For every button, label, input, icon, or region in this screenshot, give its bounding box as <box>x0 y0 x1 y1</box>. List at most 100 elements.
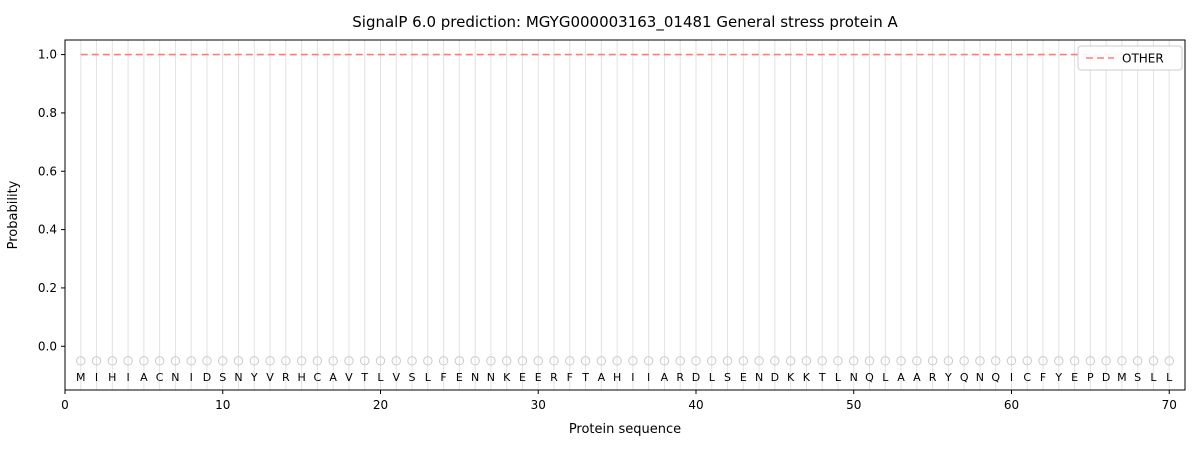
residue-letter: L <box>882 371 889 384</box>
residue-letter: I <box>631 371 634 384</box>
residue-letter: L <box>709 371 716 384</box>
x-tick-label: 0 <box>61 398 69 412</box>
x-tick-label: 20 <box>373 398 388 412</box>
residue-letter: R <box>282 371 290 384</box>
residue-marker <box>296 356 307 366</box>
y-axis-label: Probability <box>6 180 21 249</box>
residue-letter: A <box>329 371 337 384</box>
residue-marker <box>375 356 386 366</box>
residue-marker <box>454 356 465 366</box>
residue-letter: D <box>1102 371 1110 384</box>
residue-marker <box>233 356 244 366</box>
residue-letter: I <box>1010 371 1013 384</box>
chart-title: SignalP 6.0 prediction: MGYG000003163_01… <box>352 13 898 32</box>
residue-marker <box>501 356 512 366</box>
legend-label: OTHER <box>1122 52 1164 66</box>
residue-letter: S <box>1134 371 1141 384</box>
x-tick-label: 50 <box>846 398 861 412</box>
residue-marker <box>849 356 859 366</box>
y-tick-label: 1.0 <box>38 48 57 62</box>
residue-letter: T <box>360 371 368 384</box>
residue-marker <box>1069 356 1080 366</box>
residue-marker <box>76 356 86 366</box>
residue-marker <box>817 356 827 366</box>
residue-marker <box>770 356 780 366</box>
residue-letter: H <box>108 371 116 384</box>
residue-letter: V <box>266 371 274 384</box>
residue-marker <box>344 356 354 366</box>
x-tick-label: 60 <box>1004 398 1019 412</box>
residue-letter: N <box>487 371 495 384</box>
residue-marker <box>438 356 449 366</box>
y-tick-label: 0.0 <box>38 339 57 353</box>
residue-letter: F <box>567 371 573 384</box>
residue-marker <box>628 356 638 366</box>
x-tick-label: 70 <box>1162 398 1177 412</box>
residue-marker <box>643 356 654 366</box>
residue-marker <box>1022 356 1032 366</box>
residue-marker <box>691 356 701 366</box>
residue-marker <box>596 356 607 366</box>
residue-letter: Y <box>250 371 258 384</box>
x-tick-label: 30 <box>531 398 546 412</box>
residue-letter: N <box>171 371 179 384</box>
residue-marker <box>912 356 922 366</box>
residue-letter: A <box>913 371 921 384</box>
residue-marker <box>170 356 181 366</box>
residue-marker <box>1148 356 1159 366</box>
residue-letter: T <box>581 371 589 384</box>
residue-letter: C <box>156 371 164 384</box>
residue-letter: E <box>740 371 747 384</box>
residue-marker <box>754 356 764 366</box>
residue-marker <box>975 356 985 366</box>
residue-marker <box>927 356 938 366</box>
residue-letter: V <box>345 371 353 384</box>
residue-marker <box>1117 356 1127 366</box>
residue-marker <box>1164 356 1174 366</box>
residue-letter: A <box>897 371 905 384</box>
legend: OTHER <box>1077 45 1183 71</box>
residue-letter: L <box>835 371 842 384</box>
residue-letter: K <box>503 371 511 384</box>
residue-letter: S <box>219 371 226 384</box>
residue-letter: C <box>314 371 322 384</box>
residue-letter: R <box>550 371 558 384</box>
x-tick-label: 10 <box>215 398 230 412</box>
residue-marker <box>1006 356 1017 366</box>
residue-marker <box>833 356 843 366</box>
residue-letter: A <box>661 371 669 384</box>
residue-marker <box>123 356 133 366</box>
residue-marker <box>517 356 528 366</box>
plot-border <box>64 39 1186 391</box>
residue-marker <box>707 356 717 366</box>
residue-marker <box>486 356 496 366</box>
residue-letter: E <box>535 371 542 384</box>
x-tick-label: 40 <box>688 398 703 412</box>
residue-letter: R <box>929 371 937 384</box>
residue-letter: N <box>234 371 242 384</box>
residue-marker <box>1054 356 1064 366</box>
x-axis-label: Protein sequence <box>569 422 681 437</box>
residue-letter: Y <box>944 371 952 384</box>
residue-letter: L <box>1150 371 1157 384</box>
residue-letter: L <box>1166 371 1173 384</box>
residue-marker <box>360 356 370 366</box>
residue-letter: V <box>393 371 401 384</box>
residue-letter: C <box>1023 371 1031 384</box>
y-tick-label: 0.8 <box>38 106 57 120</box>
legend-box <box>1077 45 1183 71</box>
residue-marker <box>391 356 401 366</box>
residue-marker <box>1038 356 1048 366</box>
residue-letter: M <box>1117 371 1127 384</box>
residue-letter: N <box>976 371 984 384</box>
y-tick-label: 0.2 <box>38 281 57 295</box>
residue-letter: E <box>456 371 463 384</box>
residue-letter: H <box>297 371 305 384</box>
residue-marker <box>218 356 228 366</box>
residue-marker <box>612 356 622 366</box>
residue-letter: K <box>803 371 811 384</box>
residue-marker <box>423 356 433 366</box>
residue-letter: N <box>755 371 763 384</box>
residue-letter: F <box>440 371 446 384</box>
